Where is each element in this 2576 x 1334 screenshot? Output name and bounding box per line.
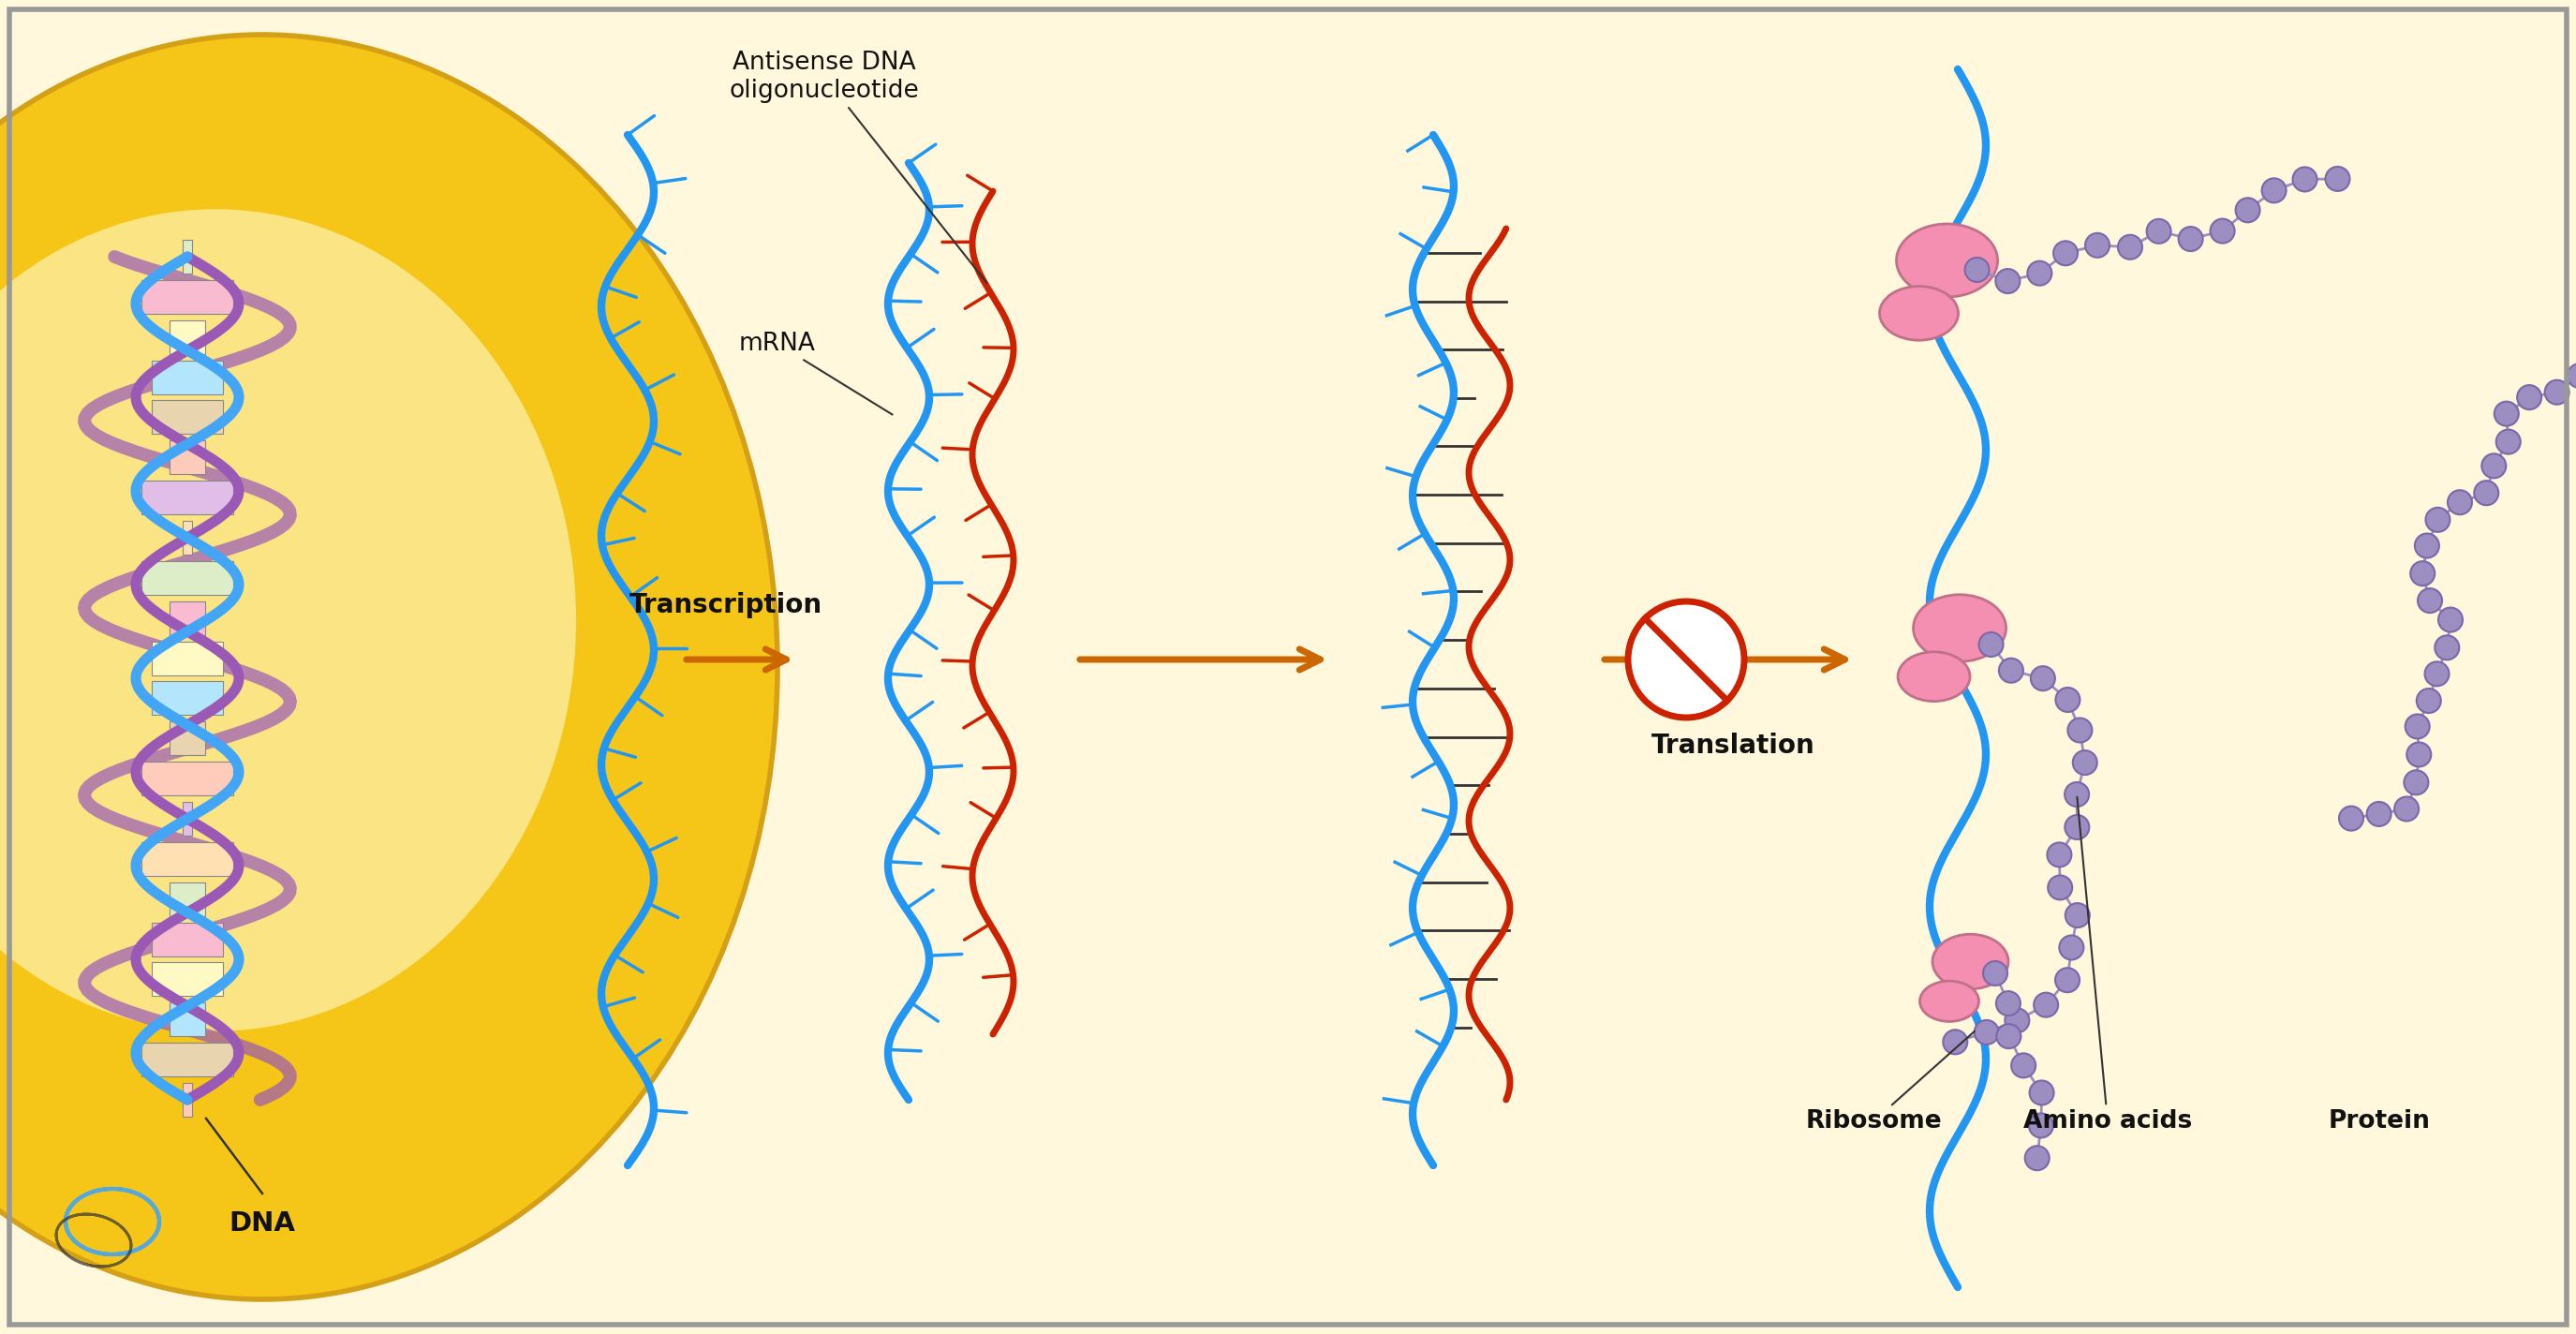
Circle shape bbox=[2236, 197, 2259, 223]
Circle shape bbox=[2074, 751, 2097, 775]
Circle shape bbox=[2293, 167, 2316, 192]
Text: Translation: Translation bbox=[1651, 732, 1814, 759]
Circle shape bbox=[2434, 635, 2460, 660]
Ellipse shape bbox=[1914, 595, 2007, 662]
Ellipse shape bbox=[0, 35, 778, 1299]
Circle shape bbox=[1996, 1025, 2022, 1049]
Text: DNA: DNA bbox=[229, 1210, 296, 1237]
Circle shape bbox=[2030, 1081, 2053, 1105]
Bar bbox=[170, 320, 206, 354]
Text: Antisense DNA
oligonucleotide: Antisense DNA oligonucleotide bbox=[729, 51, 987, 283]
Circle shape bbox=[2027, 261, 2050, 285]
Circle shape bbox=[2494, 402, 2519, 426]
Circle shape bbox=[2262, 179, 2285, 203]
Circle shape bbox=[2568, 364, 2576, 388]
Circle shape bbox=[2396, 796, 2419, 822]
Ellipse shape bbox=[1896, 224, 1996, 297]
Circle shape bbox=[1999, 658, 2022, 683]
Circle shape bbox=[2416, 688, 2442, 712]
Circle shape bbox=[1996, 991, 2020, 1015]
Ellipse shape bbox=[0, 209, 577, 1031]
Circle shape bbox=[2424, 662, 2450, 686]
Circle shape bbox=[2012, 1054, 2035, 1078]
Circle shape bbox=[2414, 534, 2439, 558]
Circle shape bbox=[2117, 235, 2143, 259]
Bar bbox=[183, 520, 193, 555]
Ellipse shape bbox=[1899, 652, 1971, 702]
Circle shape bbox=[2210, 219, 2233, 243]
Circle shape bbox=[1965, 257, 1989, 281]
Circle shape bbox=[2439, 607, 2463, 632]
Circle shape bbox=[2496, 430, 2519, 454]
Bar bbox=[142, 1043, 232, 1077]
Text: Ribosome: Ribosome bbox=[1806, 1031, 1976, 1134]
Bar bbox=[142, 842, 232, 876]
Circle shape bbox=[2403, 770, 2429, 795]
Circle shape bbox=[2411, 562, 2434, 586]
Bar bbox=[170, 602, 206, 635]
Circle shape bbox=[2058, 935, 2084, 959]
Bar bbox=[152, 682, 224, 715]
Circle shape bbox=[1628, 602, 1744, 718]
Ellipse shape bbox=[1919, 980, 1978, 1022]
Circle shape bbox=[2339, 806, 2362, 831]
Bar bbox=[142, 762, 232, 795]
Bar bbox=[142, 280, 232, 313]
Circle shape bbox=[2048, 875, 2071, 899]
Circle shape bbox=[2025, 1146, 2050, 1170]
Bar bbox=[152, 963, 224, 996]
Circle shape bbox=[2545, 380, 2568, 404]
Circle shape bbox=[2179, 227, 2202, 251]
Bar bbox=[142, 480, 232, 515]
Circle shape bbox=[2427, 508, 2450, 532]
Circle shape bbox=[1942, 1030, 1968, 1054]
Bar bbox=[170, 440, 206, 475]
Circle shape bbox=[2419, 588, 2442, 612]
Circle shape bbox=[1978, 632, 2004, 656]
Circle shape bbox=[2406, 714, 2429, 739]
Circle shape bbox=[1996, 269, 2020, 293]
Circle shape bbox=[2030, 1114, 2053, 1138]
Bar bbox=[170, 1003, 206, 1037]
Circle shape bbox=[2035, 992, 2058, 1017]
Bar bbox=[183, 240, 193, 273]
Bar bbox=[170, 722, 206, 755]
Circle shape bbox=[2069, 718, 2092, 743]
Circle shape bbox=[2066, 903, 2089, 927]
Circle shape bbox=[2146, 219, 2172, 243]
Circle shape bbox=[2406, 742, 2432, 767]
Bar bbox=[183, 802, 193, 835]
Circle shape bbox=[2063, 782, 2089, 807]
Circle shape bbox=[2447, 490, 2473, 515]
Bar bbox=[183, 1083, 193, 1117]
Text: Transcription: Transcription bbox=[629, 592, 822, 618]
Circle shape bbox=[2053, 241, 2079, 265]
Ellipse shape bbox=[1880, 287, 1958, 340]
Text: Amino acids: Amino acids bbox=[2022, 796, 2192, 1134]
Circle shape bbox=[2004, 1009, 2030, 1033]
Circle shape bbox=[2056, 968, 2079, 992]
Circle shape bbox=[2030, 666, 2056, 691]
Circle shape bbox=[1984, 962, 2007, 986]
Circle shape bbox=[2066, 815, 2089, 839]
Bar bbox=[152, 400, 224, 434]
Text: mRNA: mRNA bbox=[739, 332, 891, 415]
Circle shape bbox=[2367, 802, 2391, 826]
Circle shape bbox=[2481, 454, 2506, 478]
Circle shape bbox=[2326, 167, 2349, 191]
Bar bbox=[152, 922, 224, 956]
Circle shape bbox=[2056, 687, 2079, 712]
Ellipse shape bbox=[1932, 934, 2009, 988]
Circle shape bbox=[1973, 1021, 1999, 1045]
Circle shape bbox=[2084, 233, 2110, 257]
Circle shape bbox=[2048, 843, 2071, 867]
Text: Protein: Protein bbox=[2329, 1109, 2429, 1134]
Circle shape bbox=[2473, 480, 2499, 506]
Bar bbox=[152, 360, 224, 394]
Bar bbox=[170, 882, 206, 916]
Circle shape bbox=[2517, 386, 2543, 410]
Bar bbox=[142, 562, 232, 595]
Bar bbox=[152, 642, 224, 675]
